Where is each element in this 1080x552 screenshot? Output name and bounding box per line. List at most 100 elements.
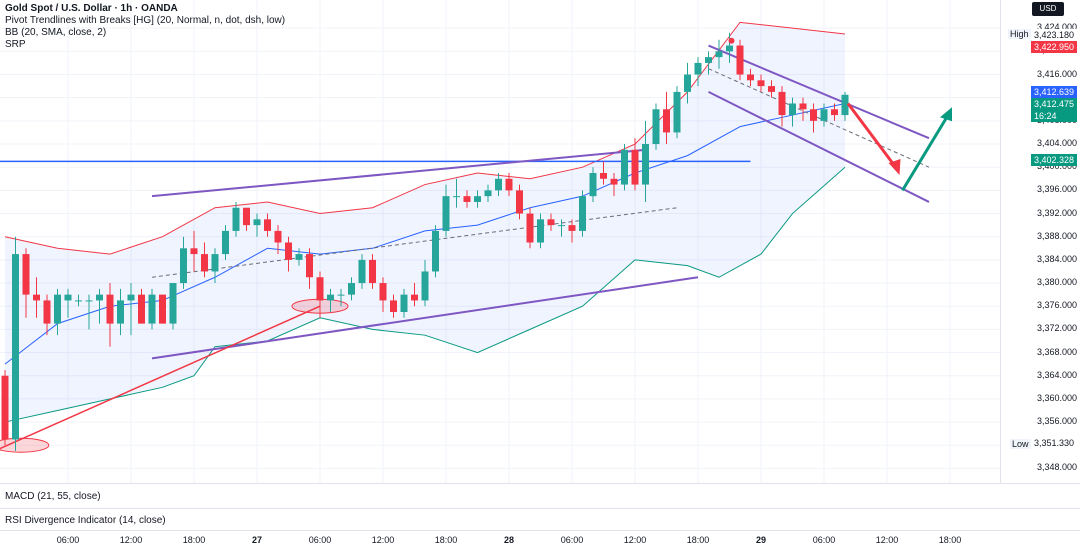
time-tick-label: 28 bbox=[503, 535, 515, 545]
high-marker bbox=[728, 37, 735, 44]
annotation-arrows[interactable] bbox=[728, 37, 953, 192]
price-tick-label: 3,388.000 bbox=[1037, 230, 1078, 241]
time-tick-label: 06:00 bbox=[308, 535, 332, 545]
time-tick-label: 06:00 bbox=[56, 535, 80, 545]
candle-body bbox=[516, 190, 523, 214]
time-tick-label: 18:00 bbox=[182, 535, 206, 545]
candle-body bbox=[400, 294, 408, 313]
candle-body bbox=[831, 109, 838, 116]
price-tick-label: 3,424.000 bbox=[1037, 22, 1078, 33]
price-tick-label: 3,368.000 bbox=[1037, 346, 1078, 357]
candle-body bbox=[568, 225, 576, 231]
candle-body bbox=[736, 45, 744, 75]
macd-label[interactable]: MACD (21, 55, close) bbox=[5, 491, 101, 502]
bb-lower-line bbox=[4, 166, 846, 423]
grid bbox=[0, 0, 1000, 483]
candle-body bbox=[789, 103, 796, 116]
high-value-tag: 3,423.180 bbox=[1031, 29, 1077, 41]
candle-body bbox=[222, 230, 229, 255]
candle-body bbox=[747, 74, 754, 81]
chart-area[interactable] bbox=[0, 0, 1000, 483]
channel-midline bbox=[708, 68, 930, 168]
candle-body bbox=[579, 196, 586, 231]
time-tick-label: 12:00 bbox=[371, 535, 395, 545]
time-tick-label: 12:00 bbox=[119, 535, 143, 545]
low-label: Low bbox=[1010, 439, 1031, 449]
price-tick-label: 3,348.000 bbox=[1037, 462, 1078, 473]
bb-basis-tag: 3,412.639 bbox=[1031, 86, 1077, 98]
candle-body bbox=[337, 294, 345, 296]
candle-body bbox=[390, 300, 397, 313]
candle-body bbox=[264, 219, 271, 231]
time-tick-label: 27 bbox=[251, 535, 263, 545]
time-axis-separator bbox=[0, 530, 1080, 531]
candle-body bbox=[316, 277, 324, 301]
candle-body bbox=[148, 294, 156, 324]
candle-body bbox=[652, 109, 660, 145]
candle-body bbox=[1, 375, 9, 440]
candle-body bbox=[12, 254, 19, 440]
candle-body bbox=[327, 294, 334, 301]
candle-body bbox=[369, 259, 376, 284]
candle-body bbox=[253, 219, 261, 226]
price-tick-label: 3,384.000 bbox=[1037, 253, 1078, 264]
candle-body bbox=[694, 62, 702, 75]
candle-body bbox=[295, 254, 303, 260]
legend-bb-indicator[interactable]: BB (20, SMA, close, 2) bbox=[5, 27, 107, 38]
legend-pivot-indicator[interactable]: Pivot Trendlines with Breaks [HG] (20, N… bbox=[5, 15, 286, 26]
candle-body bbox=[726, 45, 733, 52]
channel-trendline bbox=[151, 276, 699, 360]
candle-body bbox=[547, 219, 555, 226]
candle-body bbox=[117, 300, 124, 324]
green-up-arrow bbox=[901, 114, 950, 192]
candle-body bbox=[757, 80, 765, 87]
candle-body bbox=[306, 254, 313, 278]
price-scale[interactable] bbox=[1000, 0, 1080, 483]
price-tick-label: 3,404.000 bbox=[1037, 138, 1078, 149]
countdown-tag: 16:24 bbox=[1031, 110, 1077, 122]
candle-body bbox=[715, 51, 723, 58]
chart-legend: Gold Spot / U.S. Dollar · 1h · OANDA Piv… bbox=[5, 3, 285, 51]
candle-body bbox=[600, 172, 607, 179]
price-tick-label: 3,400.000 bbox=[1037, 161, 1078, 172]
candle-body bbox=[243, 207, 250, 226]
channel-trendline bbox=[151, 148, 646, 198]
candle-body bbox=[673, 91, 681, 133]
candle-body bbox=[484, 190, 492, 197]
candle-body bbox=[411, 294, 418, 301]
candle-body bbox=[684, 74, 691, 92]
candle-body bbox=[232, 207, 240, 231]
time-tick-label: 06:00 bbox=[560, 535, 584, 545]
price-tick-label: 3,360.000 bbox=[1037, 392, 1078, 403]
legend-srp-indicator[interactable]: SRP bbox=[5, 39, 26, 50]
channel-midline bbox=[151, 207, 678, 278]
candle-body bbox=[54, 294, 61, 324]
candle-body bbox=[799, 103, 807, 110]
candle-body bbox=[631, 149, 639, 185]
price-tick-label: 3,376.000 bbox=[1037, 300, 1078, 311]
candle-body bbox=[348, 283, 355, 295]
candle-body bbox=[211, 254, 219, 272]
candle-body bbox=[442, 196, 450, 231]
time-tick-label: 29 bbox=[755, 535, 767, 545]
candle-body bbox=[106, 294, 114, 324]
candle-body bbox=[64, 294, 72, 301]
price-tick-label: 3,396.000 bbox=[1037, 184, 1078, 195]
candle-body bbox=[463, 196, 471, 202]
time-axis[interactable] bbox=[0, 532, 1000, 552]
rsi-pane-separator[interactable] bbox=[0, 508, 1080, 509]
rsi-label[interactable]: RSI Divergence Indicator (14, close) bbox=[5, 515, 166, 526]
macd-pane-separator[interactable] bbox=[0, 483, 1080, 484]
legend-title[interactable]: Gold Spot / U.S. Dollar · 1h · OANDA bbox=[5, 3, 178, 14]
candle-body bbox=[432, 230, 439, 272]
candle-body bbox=[621, 149, 628, 185]
bb-upper-line bbox=[4, 21, 846, 255]
currency-button[interactable]: USD bbox=[1032, 2, 1064, 16]
price-tick-label: 3,356.000 bbox=[1037, 416, 1078, 427]
drawing-lines[interactable] bbox=[0, 44, 930, 453]
candle-body bbox=[778, 91, 786, 116]
candle-body bbox=[75, 300, 82, 302]
candle-body bbox=[33, 294, 40, 301]
candle-body bbox=[537, 219, 544, 243]
